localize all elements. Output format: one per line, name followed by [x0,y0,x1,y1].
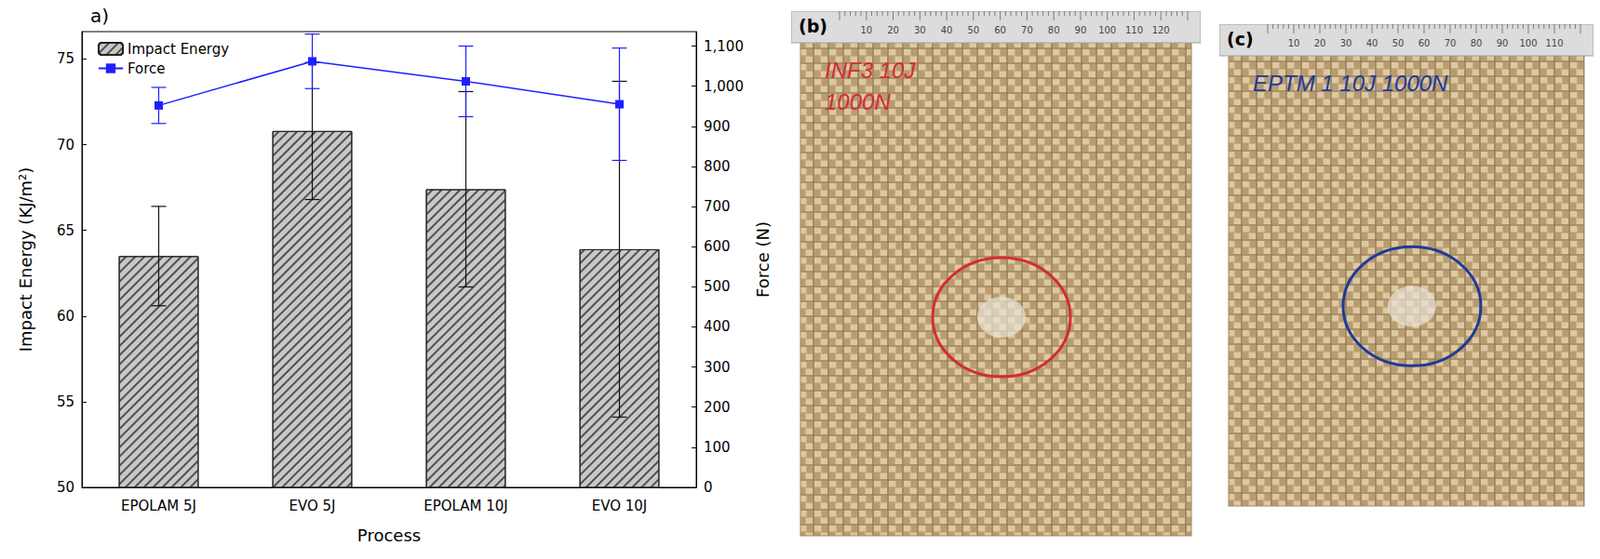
svg-text:1000N: 1000N [824,89,891,115]
svg-text:Impact Energy: Impact Energy [127,40,229,58]
svg-text:75: 75 [56,50,75,68]
svg-text:50: 50 [1392,38,1405,49]
svg-text:110: 110 [1125,25,1143,36]
svg-text:70: 70 [1021,25,1034,36]
svg-text:80: 80 [1470,38,1483,49]
svg-text:60: 60 [994,25,1007,36]
svg-text:55: 55 [56,393,75,411]
svg-text:800: 800 [703,158,731,175]
svg-text:40: 40 [1366,38,1379,49]
svg-text:70: 70 [1444,38,1457,49]
svg-text:(b): (b) [798,15,828,37]
svg-text:30: 30 [914,25,927,36]
svg-text:20: 20 [887,25,900,36]
svg-text:70: 70 [56,136,75,154]
svg-text:50: 50 [56,479,75,497]
svg-text:60: 60 [56,308,75,325]
svg-text:EPOLAM 10J: EPOLAM 10J [423,497,509,515]
svg-text:65: 65 [56,222,75,240]
svg-text:a): a) [90,4,109,27]
svg-text:EVO 5J: EVO 5J [288,497,336,515]
svg-text:60: 60 [1418,38,1431,49]
svg-text:90: 90 [1496,38,1509,49]
svg-text:Process: Process [357,525,421,546]
svg-text:400: 400 [703,318,731,336]
svg-text:20: 20 [1314,38,1327,49]
svg-text:120: 120 [1152,25,1170,36]
svg-text:200: 200 [703,399,731,417]
svg-text:80: 80 [1048,25,1061,36]
svg-text:300: 300 [703,359,731,377]
svg-text:Force: Force [127,60,166,78]
svg-text:40: 40 [941,25,954,36]
svg-text:1,000: 1,000 [703,78,744,95]
svg-text:Force (N): Force (N) [752,221,773,298]
svg-text:100: 100 [703,439,731,457]
svg-text:100: 100 [1098,25,1116,36]
svg-text:Impact Energy (KJ/m²): Impact Energy (KJ/m²) [15,167,36,353]
svg-text:EVO 10J: EVO 10J [591,497,648,515]
svg-text:EPOLAM 5J: EPOLAM 5J [121,497,197,515]
svg-text:10: 10 [1288,38,1301,49]
svg-text:110: 110 [1545,38,1563,49]
svg-text:90: 90 [1075,25,1088,36]
svg-text:1,100: 1,100 [703,38,744,55]
svg-text:INF3 10J: INF3 10J [824,57,916,83]
svg-text:700: 700 [703,198,731,216]
svg-text:0: 0 [703,479,713,497]
svg-text:500: 500 [703,278,731,296]
svg-text:50: 50 [967,25,980,36]
svg-text:900: 900 [703,118,731,135]
svg-text:10: 10 [860,25,873,36]
svg-text:600: 600 [703,238,731,256]
svg-text:EPTM 1 10J 1000N: EPTM 1 10J 1000N [1252,70,1449,96]
svg-text:30: 30 [1340,38,1353,49]
svg-text:100: 100 [1519,38,1537,49]
svg-text:(c): (c) [1226,28,1254,50]
